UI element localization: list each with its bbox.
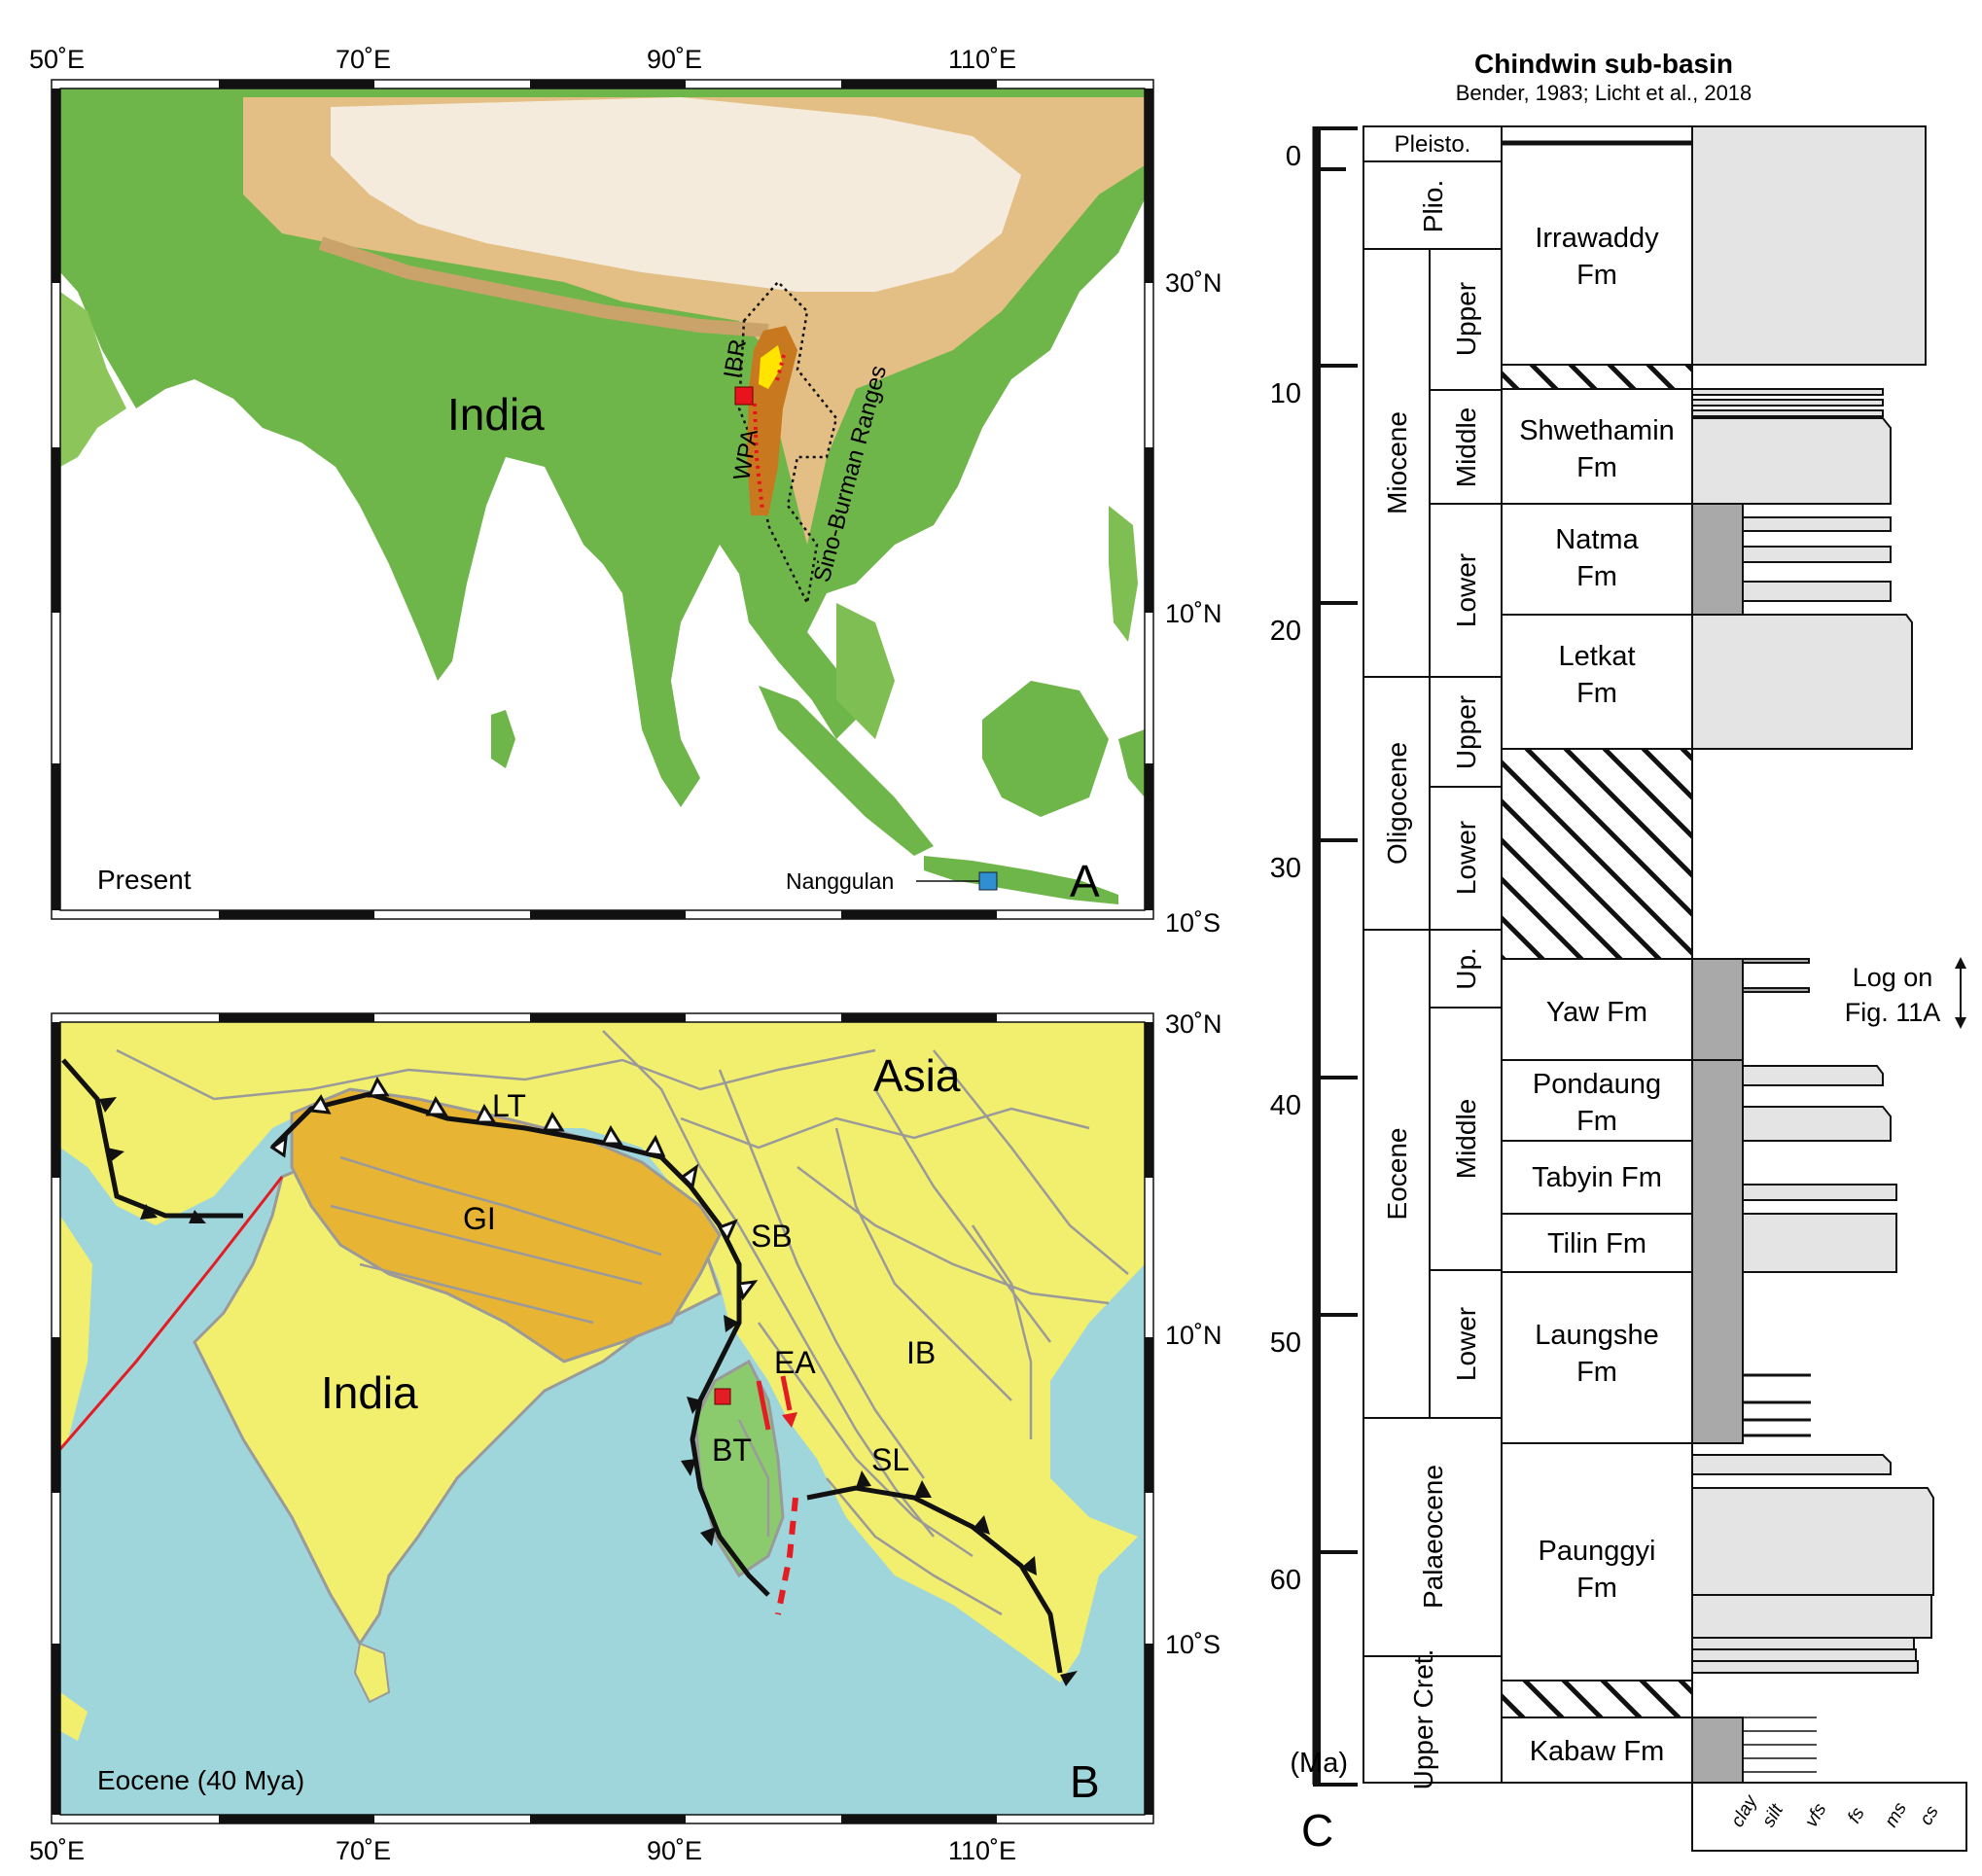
map-b-lon-label-50e: 50˚E bbox=[29, 1836, 85, 1865]
age-tick-60: 60 bbox=[1270, 1565, 1301, 1596]
subepoch-eocene-lower: Lower bbox=[1451, 1307, 1481, 1381]
formation-laungshe-2: Fm bbox=[1576, 1357, 1617, 1388]
formation-paunggyi-1: Paunggyi bbox=[1539, 1536, 1656, 1567]
formation-natma-2: Fm bbox=[1576, 561, 1617, 592]
formation-letkat-2: Fm bbox=[1576, 678, 1617, 709]
age-tick-30: 30 bbox=[1270, 853, 1301, 884]
map-b-india-label: India bbox=[321, 1367, 418, 1418]
formation-yaw: Yaw Fm bbox=[1546, 997, 1647, 1028]
age-tick-50: 50 bbox=[1270, 1327, 1301, 1359]
map-b-lat-label-30n: 30˚N bbox=[1165, 1009, 1222, 1039]
formation-laungshe-1: Laungshe bbox=[1535, 1320, 1658, 1351]
formation-pondaung-2: Fm bbox=[1576, 1106, 1617, 1137]
map-b-asia-land bbox=[60, 1022, 1145, 1682]
map-b-bt-label: BT bbox=[712, 1433, 752, 1468]
strat-column: Chindwin sub-basin Bender, 1983; Licht e… bbox=[1270, 49, 1967, 1856]
formation-tilin: Tilin Fm bbox=[1547, 1228, 1646, 1259]
map-b-sl-label: SL bbox=[871, 1442, 909, 1477]
map-a-lat-label-10n: 10˚N bbox=[1165, 599, 1222, 628]
map-b-sb-label: SB bbox=[751, 1219, 793, 1254]
map-a-lon-label-90e: 90˚E bbox=[647, 45, 702, 74]
subepoch-oligocene-lower: Lower bbox=[1451, 821, 1481, 895]
map-a-frame bbox=[51, 79, 1154, 920]
map-a-time-label: Present bbox=[97, 865, 192, 895]
map-a-india-label: India bbox=[447, 389, 545, 440]
map-a-lat-label-10s: 10˚S bbox=[1165, 908, 1221, 938]
formation-irrawaddy-2: Fm bbox=[1576, 260, 1617, 291]
map-b-faults bbox=[116, 1030, 1129, 1616]
map-a: 50˚E 70˚E 90˚E 110˚E 30˚N 10˚N 10˚S Indi… bbox=[29, 45, 1222, 938]
epoch-upper-cretaceous: Upper Cret. bbox=[1408, 1649, 1438, 1790]
age-tick-10: 10 bbox=[1270, 378, 1301, 409]
age-tick-0: 0 bbox=[1286, 141, 1301, 172]
epoch-eocene: Eocene bbox=[1382, 1128, 1412, 1221]
map-b-greater-india bbox=[290, 1087, 722, 1363]
map-b-asia-label: Asia bbox=[873, 1050, 961, 1101]
formation-paunggyi-2: Fm bbox=[1576, 1573, 1617, 1604]
age-axis: 0 10 20 30 40 50 60 (Ma) bbox=[1270, 126, 1358, 1787]
map-a-lat-label-30n: 30˚N bbox=[1165, 268, 1222, 298]
map-b-paleogeography bbox=[60, 1022, 1145, 1815]
lithology-log bbox=[1691, 125, 1934, 1784]
subepoch-miocene-upper: Upper bbox=[1451, 282, 1481, 356]
column-title: Chindwin sub-basin bbox=[1474, 49, 1733, 79]
formation-pondaung-1: Pondaung bbox=[1533, 1069, 1661, 1100]
map-a-lon-label-110e: 110˚E bbox=[948, 45, 1016, 74]
map-b-frame bbox=[51, 1012, 1154, 1824]
subepoch-eocene-upper: Up. bbox=[1451, 947, 1481, 990]
log-note-line1: Log on bbox=[1853, 963, 1933, 992]
formation-tabyin: Tabyin Fm bbox=[1532, 1162, 1662, 1193]
map-a-lon-label-70e: 70˚E bbox=[336, 45, 391, 74]
map-b-time-label: Eocene (40 Mya) bbox=[97, 1765, 304, 1795]
epoch-palaeocene: Palaeocene bbox=[1418, 1465, 1448, 1609]
formation-natma-1: Natma bbox=[1555, 524, 1639, 555]
column-panel-letter: C bbox=[1301, 1805, 1333, 1856]
log-note-line2: Fig. 11A bbox=[1845, 998, 1941, 1027]
grain-size-scale: clay silt vfs fs ms cs bbox=[1691, 1782, 1967, 1852]
map-b-lon-label-70e: 70˚E bbox=[336, 1836, 391, 1865]
log-note: Log on Fig. 11A bbox=[1845, 957, 1966, 1029]
map-b: 30˚N 10˚N 10˚S 50˚E 70˚E 90˚E 110˚E Asia… bbox=[29, 1009, 1222, 1865]
map-b-lat-label-10n: 10˚N bbox=[1165, 1321, 1222, 1350]
map-a-nanggulan-label: Nanggulan bbox=[786, 868, 894, 894]
epoch-pliocene: Plio. bbox=[1418, 180, 1448, 232]
map-b-ib-label: IB bbox=[906, 1335, 936, 1370]
age-tick-20: 20 bbox=[1270, 616, 1301, 647]
formation-shwethamin-1: Shwethamin bbox=[1519, 415, 1675, 446]
map-b-lat-label-10s: 10˚S bbox=[1165, 1630, 1221, 1659]
formation-letkat-1: Letkat bbox=[1559, 641, 1636, 672]
map-b-panel-letter: B bbox=[1070, 1756, 1100, 1807]
chindwin-site-marker bbox=[734, 386, 754, 406]
nanggulan-site-marker bbox=[978, 871, 998, 891]
formation-shwethamin-2: Fm bbox=[1576, 452, 1617, 483]
formation-irrawaddy-1: Irrawaddy bbox=[1535, 223, 1659, 254]
map-b-lt-label: LT bbox=[492, 1088, 526, 1123]
subepoch-miocene-lower: Lower bbox=[1451, 553, 1481, 627]
map-a-relief bbox=[60, 88, 1145, 910]
age-tick-40: 40 bbox=[1270, 1090, 1301, 1121]
subepoch-eocene-middle: Middle bbox=[1451, 1099, 1481, 1179]
map-b-lon-label-90e: 90˚E bbox=[647, 1836, 702, 1865]
epoch-column bbox=[1363, 125, 1503, 1784]
map-b-lon-label-110e: 110˚E bbox=[948, 1836, 1016, 1865]
map-b-ridge-west bbox=[60, 1176, 284, 1450]
age-unit-label: (Ma) bbox=[1290, 1748, 1348, 1779]
epoch-miocene: Miocene bbox=[1382, 411, 1412, 514]
epoch-oligocene: Oligocene bbox=[1382, 742, 1412, 865]
map-b-gi-label: GI bbox=[463, 1201, 496, 1236]
subepoch-oligocene-upper: Upper bbox=[1451, 695, 1481, 769]
formation-kabaw: Kabaw Fm bbox=[1530, 1736, 1665, 1767]
map-b-chindwin-site-marker bbox=[714, 1388, 731, 1405]
epoch-pleistocene: Pleisto. bbox=[1395, 131, 1471, 158]
map-b-ea-label: EA bbox=[774, 1345, 816, 1380]
column-subtitle: Bender, 1983; Licht et al., 2018 bbox=[1456, 81, 1752, 105]
map-a-panel-letter: A bbox=[1070, 856, 1100, 906]
formation-column bbox=[1501, 125, 1693, 1784]
subepoch-miocene-middle: Middle bbox=[1451, 407, 1481, 487]
map-a-lon-label-50e: 50˚E bbox=[29, 45, 85, 74]
